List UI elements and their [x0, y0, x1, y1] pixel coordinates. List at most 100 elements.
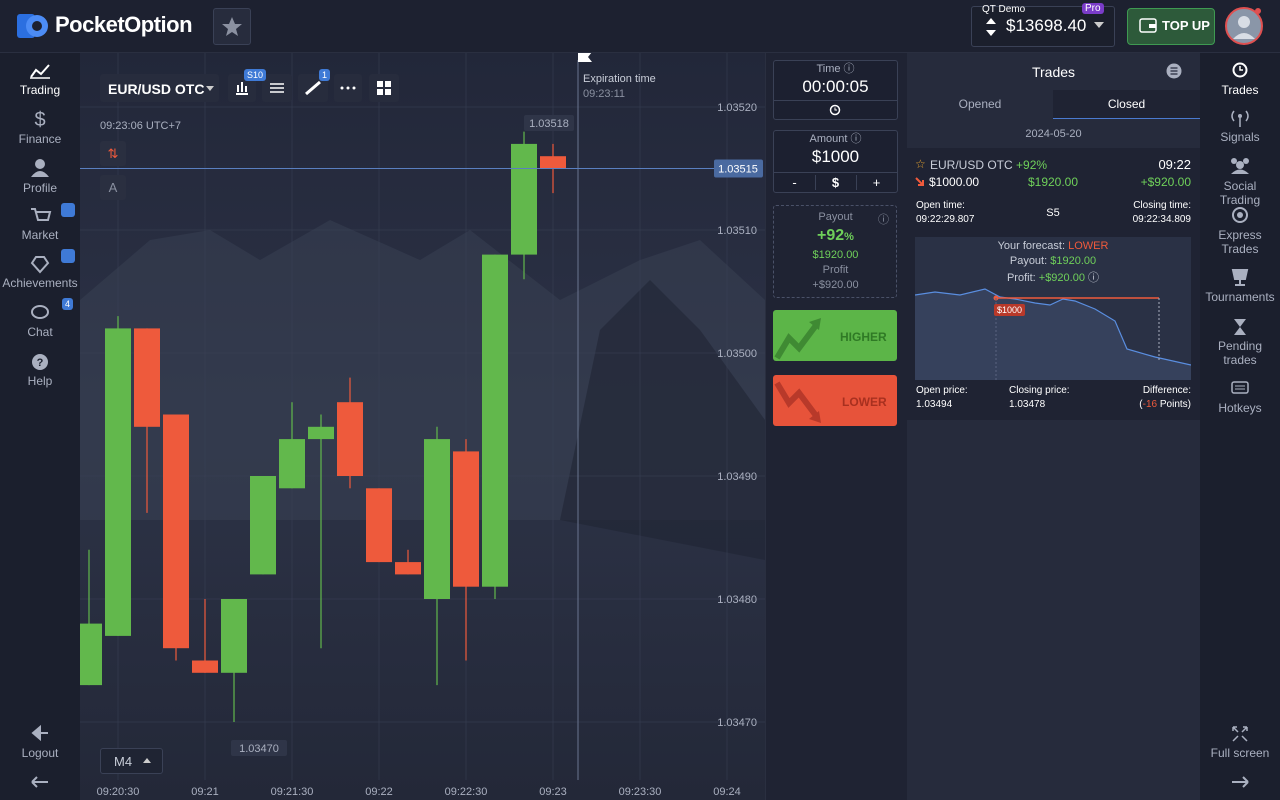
low-label-box	[231, 740, 287, 756]
tab-closed[interactable]: Closed	[1053, 90, 1200, 119]
candle-body	[105, 328, 131, 636]
open-price-label: Open price:	[916, 385, 968, 396]
nav-item[interactable]: Chat	[27, 325, 53, 339]
lower-label: LOWER	[842, 395, 887, 409]
divider	[774, 100, 897, 101]
y-tick-label: 1.03520	[717, 102, 757, 114]
expiration-label: Expiration time	[583, 73, 656, 85]
candle-body	[511, 143, 537, 255]
candle-body	[134, 328, 160, 427]
x-tick-label: 09:21:30	[271, 786, 314, 798]
drawing-badge: 1	[319, 69, 331, 81]
timeframe-select[interactable]	[100, 748, 163, 774]
candle-body	[424, 439, 450, 599]
tab-opened[interactable]: Opened	[958, 97, 1002, 111]
nav-item[interactable]: Signals	[1220, 130, 1260, 144]
sort-button[interactable]: ⇅	[100, 141, 126, 166]
pro-badge: Pro	[1082, 3, 1104, 14]
closing-price-label: Closing price:	[1009, 385, 1070, 396]
candle-body	[366, 488, 392, 563]
nav-item[interactable]: Market	[21, 228, 59, 242]
nav-item[interactable]: Tournaments	[1205, 290, 1275, 304]
amount-value: $1000	[811, 147, 860, 166]
caret	[206, 86, 214, 91]
forecast-label: Your forecast:	[997, 240, 1066, 252]
card-profit: Profit: +$920.00 ⓘ	[1006, 272, 1100, 284]
top-up-button[interactable]	[1127, 8, 1215, 45]
time-label-text: Time	[816, 63, 841, 75]
nav-item[interactable]: Trades	[1221, 83, 1259, 97]
candle-body	[192, 660, 218, 673]
caret	[143, 758, 151, 763]
price-tag: $1000	[994, 304, 1026, 316]
payout-help[interactable]: ⓘ	[878, 214, 889, 226]
svg-text:?: ?	[37, 357, 44, 369]
candle-body	[395, 562, 421, 575]
open-time: 09:22:29.807	[916, 214, 975, 225]
nav-item[interactable]: Finance	[18, 132, 62, 146]
minus-button[interactable]: -	[774, 175, 816, 190]
nav-item[interactable]: Achievements	[2, 276, 78, 290]
x-tick-label: 09:23:30	[619, 786, 662, 798]
x-tick-label: 09:23	[539, 786, 567, 798]
candle-body	[163, 414, 189, 649]
svg-text:$: $	[34, 109, 45, 131]
forecast: Your forecast: LOWER	[915, 240, 1191, 252]
profit-amount: +$920.00	[812, 279, 859, 291]
forecast-value: LOWER	[1068, 240, 1109, 252]
avatar[interactable]	[1225, 7, 1263, 45]
lower-button[interactable]	[773, 375, 897, 426]
difference-open: (	[1139, 399, 1143, 410]
date: 2024-05-20	[1025, 128, 1082, 140]
y-tick-label: 1.03510	[717, 225, 757, 237]
nav-item[interactable]: Help	[27, 374, 53, 388]
current-price-box	[714, 159, 763, 178]
right-nav	[1200, 53, 1280, 800]
full-screen[interactable]: Full screen	[1210, 746, 1270, 760]
x-tick-label: 09:21	[191, 786, 219, 798]
card-payout-label: Payout:	[1009, 255, 1048, 267]
left-nav-icons: $ ?	[30, 64, 75, 788]
down-arrow	[915, 177, 924, 186]
nav-item[interactable]: Express Trades	[1218, 228, 1262, 256]
candle-body	[453, 451, 479, 587]
currency-button[interactable]: $	[815, 175, 857, 190]
amount-box[interactable]	[773, 130, 898, 193]
pair-select[interactable]	[100, 74, 219, 102]
payout-amount: $1920.00	[812, 249, 859, 261]
clock-icon	[829, 104, 841, 116]
payout-label: Payout	[818, 211, 853, 223]
nav-item[interactable]: Profile	[22, 181, 57, 195]
higher-label: HIGHER	[840, 330, 887, 344]
clock: 09:23:06 UTC+7	[100, 120, 182, 132]
nav-item[interactable]: Social Trading	[1219, 179, 1261, 207]
logo-icon	[17, 14, 48, 38]
timeframe: M4	[114, 754, 133, 769]
candle-body	[482, 254, 508, 587]
favorite-button[interactable]	[213, 8, 251, 45]
trade-percent: +92%	[1016, 158, 1048, 172]
higher-button[interactable]	[773, 310, 897, 361]
wallet-icon	[1139, 18, 1157, 33]
plus-button[interactable]: +	[872, 175, 881, 190]
y-tick-label: 1.03470	[717, 717, 757, 729]
nav-item[interactable]: Hotkeys	[1218, 401, 1262, 415]
trades-title: Trades	[1031, 64, 1076, 80]
logout[interactable]: Logout	[21, 746, 59, 760]
payout-percent-value: +92	[817, 227, 845, 244]
chat-badge: 4	[62, 298, 74, 310]
right-nav-icons	[1231, 62, 1249, 788]
x-tick-label: 09:22	[365, 786, 393, 798]
logo-text: PocketOption	[55, 12, 193, 37]
candle-body	[221, 599, 247, 673]
percent-sign: %	[844, 231, 854, 243]
list-icon[interactable]	[1166, 63, 1182, 79]
nav-item[interactable]: Pending trades	[1217, 339, 1263, 367]
amount-label: Amount ⓘ	[809, 133, 862, 145]
marker-button[interactable]: A	[100, 175, 126, 200]
toolbar-buttons[interactable]	[228, 74, 400, 102]
card-payout: Payout: $1920.00	[915, 255, 1191, 267]
nav-item[interactable]: Trading	[19, 83, 61, 97]
card-profit-value: +$920.00	[1038, 272, 1085, 284]
pair: EUR/USD OTC	[108, 81, 205, 97]
